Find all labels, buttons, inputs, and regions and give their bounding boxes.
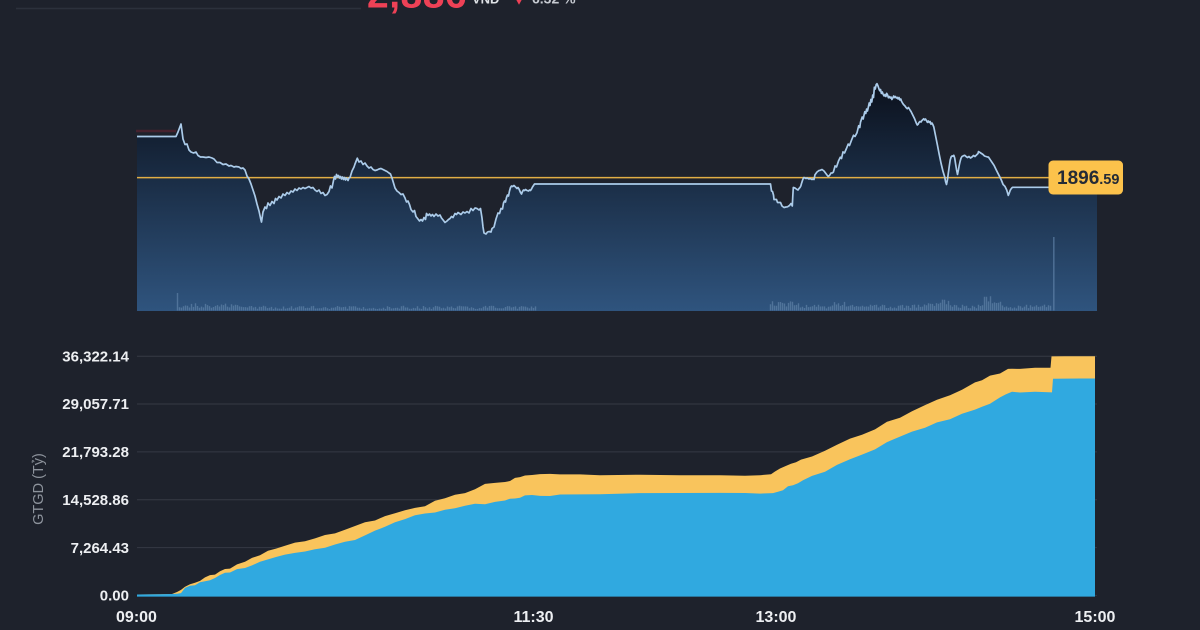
svg-text:14,528.86: 14,528.86 <box>62 492 129 509</box>
svg-text:2,886: 2,886 <box>367 0 467 16</box>
svg-text:GTGD (Tỷ): GTGD (Tỷ) <box>31 453 47 525</box>
svg-text:6.32 %: 6.32 % <box>532 0 576 7</box>
svg-text:1896.59: 1896.59 <box>1057 168 1119 189</box>
svg-text:13:00: 13:00 <box>756 609 797 626</box>
svg-text:7,264.43: 7,264.43 <box>71 540 129 557</box>
svg-text:29,057.71: 29,057.71 <box>62 396 129 413</box>
svg-text:09:00: 09:00 <box>116 609 157 626</box>
svg-text:11:30: 11:30 <box>513 609 553 626</box>
svg-text:36,322.14: 36,322.14 <box>62 348 129 365</box>
svg-text:VND: VND <box>472 0 499 6</box>
svg-text:21,793.28: 21,793.28 <box>62 444 129 461</box>
svg-text:0.00: 0.00 <box>100 588 129 605</box>
svg-text:15:00: 15:00 <box>1075 609 1116 626</box>
